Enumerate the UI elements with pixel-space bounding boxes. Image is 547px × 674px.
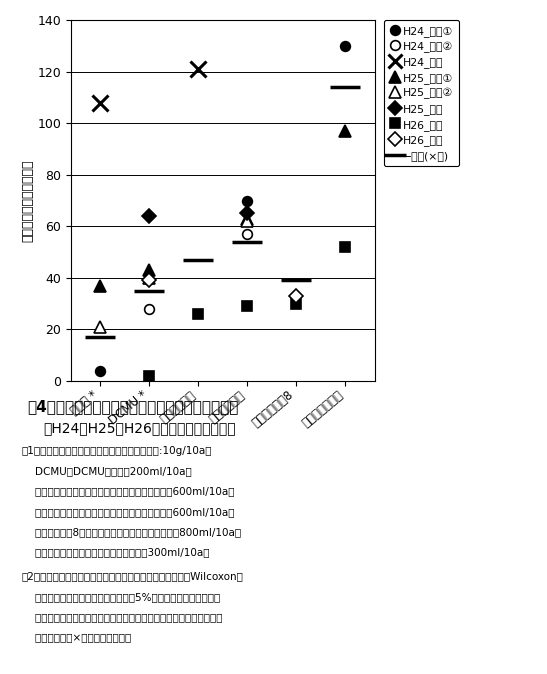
Text: を示す。（処理時に土壌表面の砂土率が低く，過乾燥状態であった: を示す。（処理時に土壌表面の砂土率が低く，過乾燥状態であった xyxy=(22,612,223,622)
Text: （H24，H25，H26年，古試場内，現地）: （H24，H25，H26年，古試場内，現地） xyxy=(44,421,236,435)
Text: 注2）剤名に付した＊は，残草量データを用いた対応のあるWilcoxonの: 注2）剤名に付した＊は，残草量データを用いた対応のあるWilcoxonの xyxy=(22,572,244,582)
Y-axis label: 残草量無処理区比（％）: 残草量無処理区比（％） xyxy=(22,159,35,242)
Text: アラ・リニュ8：アラクロール・リニュロン乳剤（800ml/10a）: アラ・リニュ8：アラクロール・リニュロン乳剤（800ml/10a） xyxy=(22,527,241,537)
Legend: H24_場内①, H24_場内②, H24_現地, H25_場内①, H25_場内②, H25_現地, H26_場内, H26_現地, −平均(×除): H24_場内①, H24_場内②, H24_現地, H25_場内①, H25_場… xyxy=(384,20,459,166)
Text: アラ・リニュ：アラクロール・リニュロン乳剤（600ml/10a）: アラ・リニュ：アラクロール・リニュロン乳剤（600ml/10a） xyxy=(22,507,234,517)
Text: ジメ・リニュ：ジメテナミド・リニュロン乳剤（600ml/10a）: ジメ・リニュ：ジメテナミド・リニュロン乳剤（600ml/10a） xyxy=(22,487,234,497)
Text: 注1）フルミオ：フルミオキサジン水和剤（薬量:10g/10a）: 注1）フルミオ：フルミオキサジン水和剤（薬量:10g/10a） xyxy=(22,446,212,456)
Text: DCMU：DCMU水和剤（200ml/10a）: DCMU：DCMU水和剤（200ml/10a） xyxy=(22,466,191,477)
Text: 符号付順位検定で無処理区との間に5%水準で有意差があること: 符号付順位検定で無処理区との間に5%水準で有意差があること xyxy=(22,592,220,602)
Text: トリフルラリン：トリフルラリン乳剤（300ml/10a）: トリフルラリン：トリフルラリン乳剤（300ml/10a） xyxy=(22,547,210,557)
Text: 図4　アレチウリに対する土壌処理型除草剤の効果: 図4 アレチウリに対する土壌処理型除草剤の効果 xyxy=(27,399,238,414)
Text: 事例（図中の×）を除いて検定）: 事例（図中の×）を除いて検定） xyxy=(22,632,131,642)
